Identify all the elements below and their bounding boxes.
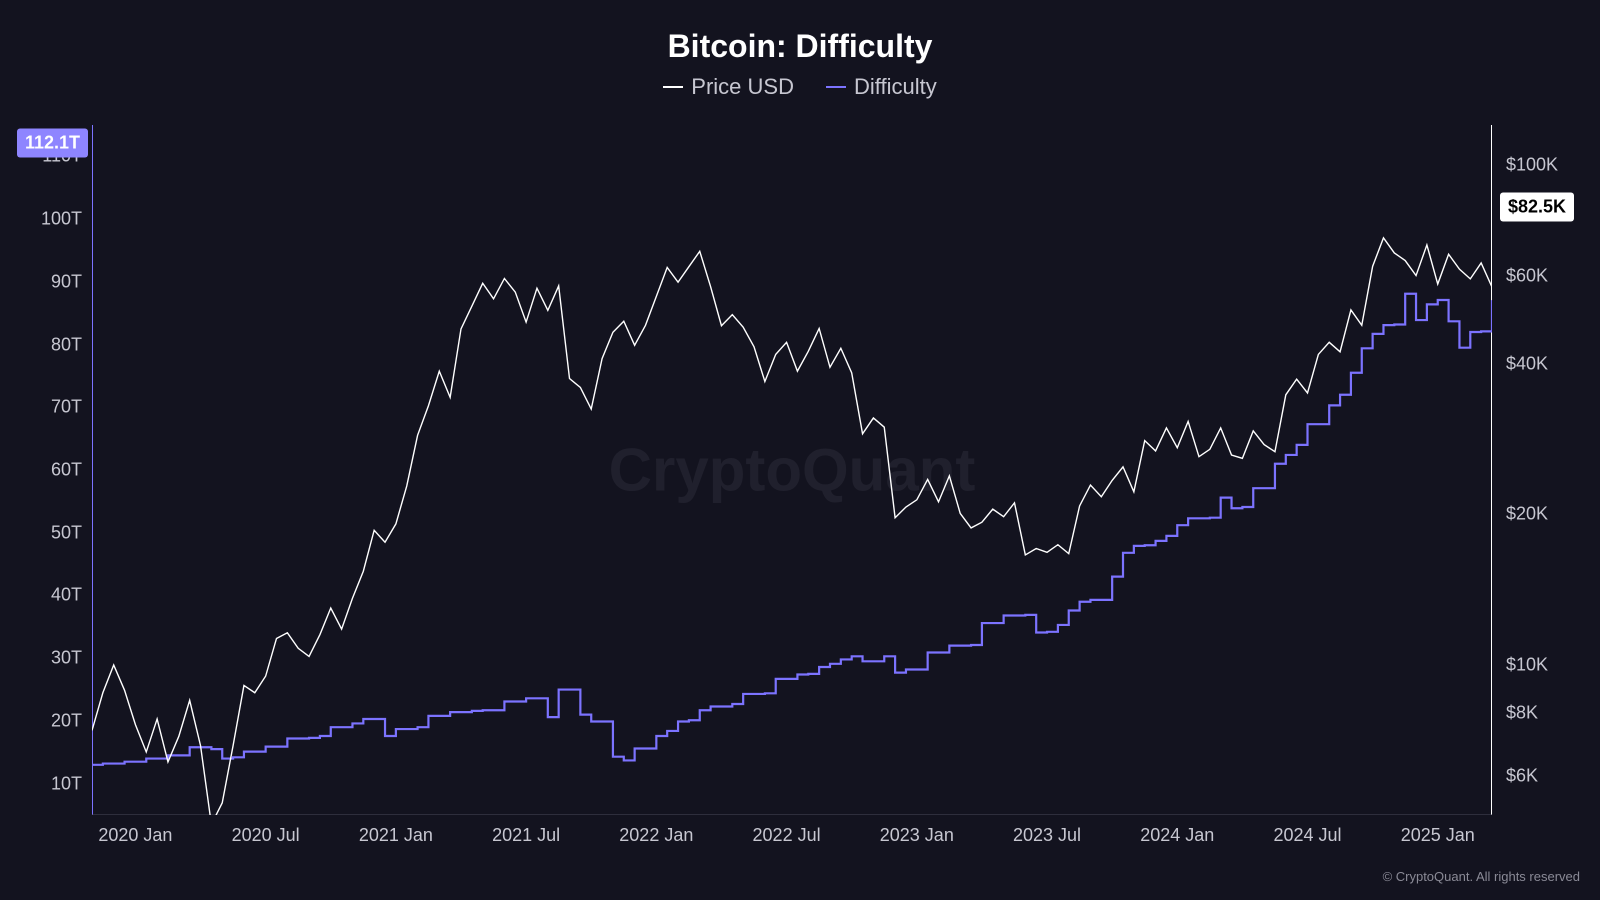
- x-tick: 2024 Jan: [1140, 825, 1214, 846]
- price-series: [92, 154, 1492, 815]
- x-tick: 2023 Jul: [1013, 825, 1081, 846]
- legend: Price USD Difficulty: [0, 74, 1600, 100]
- difficulty-series: [92, 143, 1492, 765]
- x-tick: 2021 Jan: [359, 825, 433, 846]
- y-left-tick: 100T: [41, 209, 82, 230]
- y-left-tick: 50T: [51, 522, 82, 543]
- current-difficulty-badge: 112.1T: [17, 129, 88, 158]
- copyright: © CryptoQuant. All rights reserved: [1383, 869, 1580, 884]
- y-left-tick: 80T: [51, 334, 82, 355]
- x-tick: 2024 Jul: [1273, 825, 1341, 846]
- y-right-tick: $8K: [1506, 703, 1538, 724]
- x-tick: 2020 Jan: [98, 825, 172, 846]
- legend-label-difficulty: Difficulty: [854, 74, 937, 100]
- x-tick: 2020 Jul: [232, 825, 300, 846]
- y-left-tick: 30T: [51, 648, 82, 669]
- y-right-tick: $60K: [1506, 265, 1548, 286]
- chart-root: Bitcoin: Difficulty Price USD Difficulty…: [0, 0, 1600, 900]
- legend-label-price: Price USD: [691, 74, 794, 100]
- y-right-tick: $6K: [1506, 765, 1538, 786]
- x-tick: 2021 Jul: [492, 825, 560, 846]
- y-right-tick: $20K: [1506, 504, 1548, 525]
- chart-title: Bitcoin: Difficulty: [0, 28, 1600, 65]
- y-left-tick: 90T: [51, 271, 82, 292]
- legend-swatch-price: [663, 86, 683, 88]
- y-left-tick: 40T: [51, 585, 82, 606]
- x-tick: 2023 Jan: [880, 825, 954, 846]
- legend-item-price: Price USD: [663, 74, 794, 100]
- y-left-tick: 60T: [51, 460, 82, 481]
- x-tick: 2025 Jan: [1401, 825, 1475, 846]
- y-right-tick: $100K: [1506, 155, 1558, 176]
- y-left-tick: 10T: [51, 773, 82, 794]
- y-right-tick: $10K: [1506, 655, 1548, 676]
- legend-swatch-difficulty: [826, 86, 846, 88]
- current-price-badge: $82.5K: [1500, 192, 1574, 221]
- series-svg: [92, 125, 1492, 815]
- y-left-tick: 20T: [51, 710, 82, 731]
- plot-area: CryptoQuant 10T20T30T40T50T60T70T80T90T1…: [92, 125, 1492, 815]
- x-tick: 2022 Jul: [753, 825, 821, 846]
- y-left-tick: 70T: [51, 397, 82, 418]
- x-tick: 2022 Jan: [619, 825, 693, 846]
- y-right-tick: $40K: [1506, 353, 1548, 374]
- legend-item-difficulty: Difficulty: [826, 74, 937, 100]
